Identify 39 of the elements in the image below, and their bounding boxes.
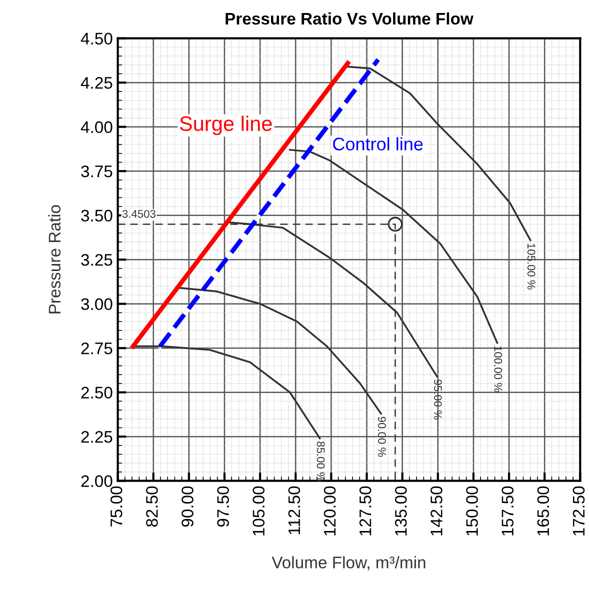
x-tick-label: 97.50 <box>217 486 229 527</box>
annotation: 95.00 % <box>434 380 442 420</box>
x-tick-label: 90.00 <box>182 486 194 527</box>
x-tick-label: 120.00 <box>324 486 336 536</box>
x-tick-label: 135.00 <box>395 486 407 536</box>
y-tick-label: 2.25 <box>81 431 112 443</box>
annotation: 3.4503 <box>122 210 156 218</box>
x-tick-label: 82.50 <box>146 486 158 527</box>
annotation: 105.00 % <box>527 244 536 290</box>
y-tick-label: 4.00 <box>80 121 112 134</box>
y-tick-label: 2.75 <box>81 342 112 354</box>
y-tick-label: 4.50 <box>80 32 112 45</box>
y-tick-label: 3.50 <box>81 210 112 222</box>
y-tick-label: 3.25 <box>81 254 112 266</box>
x-tick-label: 150.00 <box>466 486 478 536</box>
x-tick-label: 157.50 <box>502 486 514 536</box>
y-tick-label: 3.00 <box>81 298 112 310</box>
annotation: 90.00 % <box>378 416 386 457</box>
x-tick-label: 165.00 <box>537 486 550 536</box>
x-tick-label: 172.50 <box>572 486 585 536</box>
line-series <box>134 345 321 440</box>
annotation: 85.00 % <box>316 442 325 482</box>
y-tick-label: 2.00 <box>81 475 112 488</box>
x-tick-label: 75.00 <box>110 486 122 527</box>
x-axis-title: Volume Flow, m³/min <box>272 556 426 570</box>
series-label: Surge line <box>180 116 272 136</box>
x-tick-label: 142.50 <box>430 486 442 536</box>
annotation: 100.00 % <box>494 346 502 392</box>
series-label: Control line <box>333 137 423 150</box>
y-tick-label: 2.50 <box>81 386 112 399</box>
y-tick-label: 4.25 <box>80 77 112 89</box>
x-tick-label: 105.00 <box>252 486 265 536</box>
x-tick-label: 127.50 <box>359 486 372 536</box>
y-axis-title: Pressure Ratio <box>48 205 61 314</box>
line-series <box>179 287 382 414</box>
chart-title: Pressure Ratio Vs Volume Flow <box>226 12 474 25</box>
y-tick-label: 3.75 <box>81 166 112 178</box>
line-series <box>289 148 498 344</box>
x-tick-label: 112.50 <box>288 486 300 534</box>
